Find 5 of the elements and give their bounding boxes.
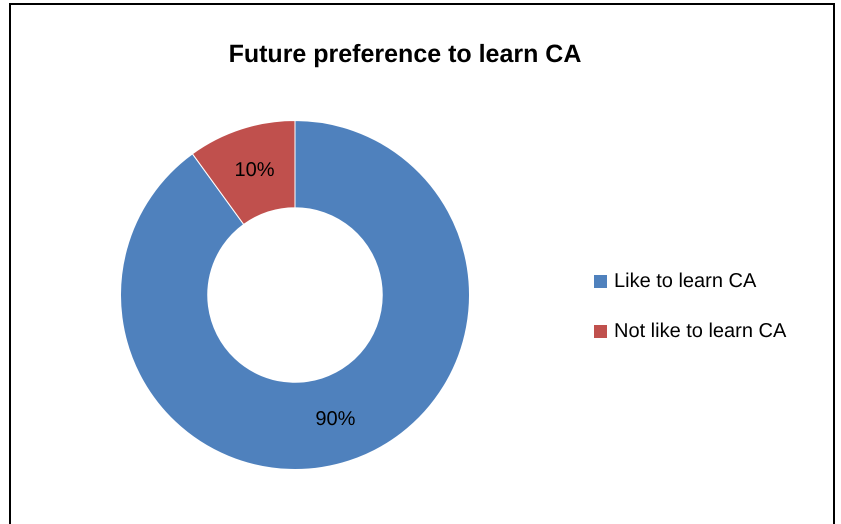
data-label: 10% xyxy=(234,159,275,182)
chart-title: Future preference to learn CA xyxy=(228,40,582,69)
legend-label: Not like to learn CA xyxy=(614,320,786,342)
legend-label: Like to learn CA xyxy=(614,270,756,292)
data-label: 90% xyxy=(315,408,356,430)
